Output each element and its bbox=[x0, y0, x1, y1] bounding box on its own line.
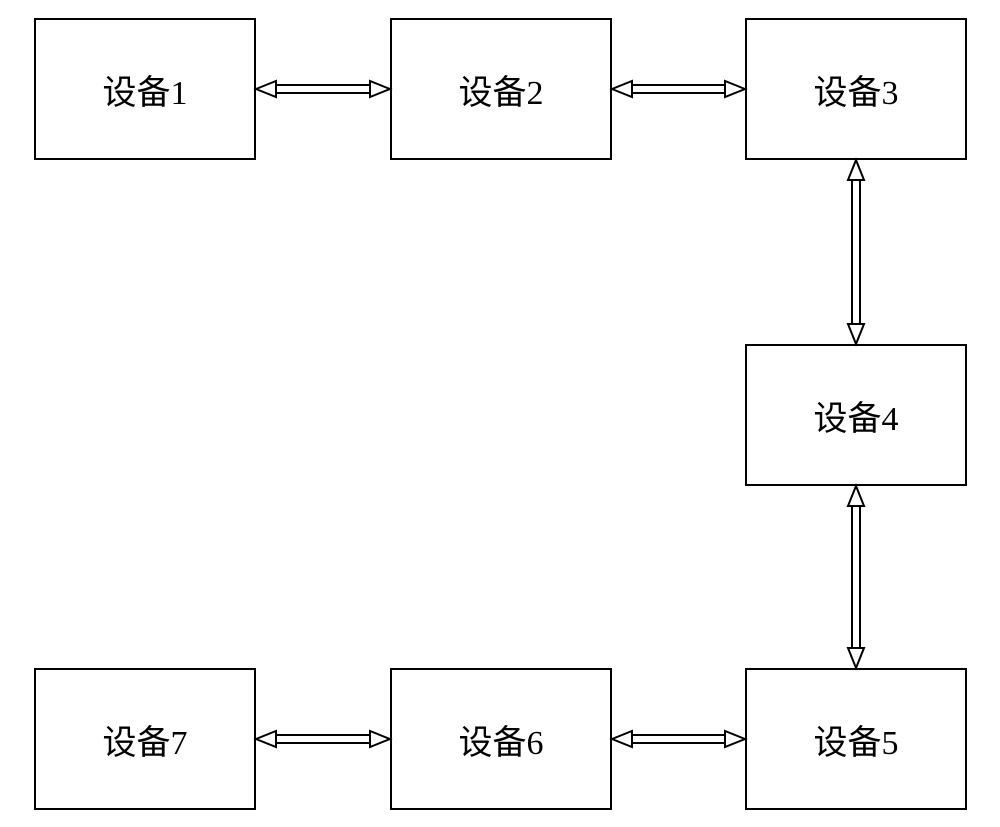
node-device-4: 设备4 bbox=[745, 344, 967, 486]
node-label: 设备4 bbox=[814, 391, 899, 440]
arrowhead-left-icon bbox=[256, 731, 276, 747]
edge-n4-n5 bbox=[844, 486, 868, 668]
node-label: 设备7 bbox=[103, 715, 188, 764]
node-device-1: 设备1 bbox=[34, 18, 256, 160]
edge-n5-n6 bbox=[612, 727, 745, 751]
arrowhead-right-icon bbox=[725, 731, 745, 747]
edge-n6-n7 bbox=[256, 727, 390, 751]
arrowhead-down-icon bbox=[848, 648, 864, 668]
node-label: 设备1 bbox=[103, 65, 188, 114]
arrowhead-up-icon bbox=[848, 160, 864, 180]
arrowhead-right-icon bbox=[370, 731, 390, 747]
edge-n1-n2 bbox=[256, 77, 390, 101]
arrowhead-left-icon bbox=[612, 731, 632, 747]
arrowhead-left-icon bbox=[612, 81, 632, 97]
arrowhead-down-icon bbox=[848, 324, 864, 344]
node-device-6: 设备6 bbox=[390, 668, 612, 810]
edge-n2-n3 bbox=[612, 77, 745, 101]
node-device-2: 设备2 bbox=[390, 18, 612, 160]
arrowhead-right-icon bbox=[370, 81, 390, 97]
node-label: 设备6 bbox=[459, 715, 544, 764]
arrowhead-up-icon bbox=[848, 486, 864, 506]
node-label: 设备3 bbox=[814, 65, 899, 114]
node-device-3: 设备3 bbox=[745, 18, 967, 160]
arrowhead-right-icon bbox=[725, 81, 745, 97]
edge-n3-n4 bbox=[844, 160, 868, 344]
node-label: 设备5 bbox=[814, 715, 899, 764]
node-label: 设备2 bbox=[459, 65, 544, 114]
arrowhead-left-icon bbox=[256, 81, 276, 97]
diagram-canvas: 设备1 设备2 设备3 设备4 设备5 设备6 设备7 bbox=[0, 0, 1000, 827]
node-device-7: 设备7 bbox=[34, 668, 256, 810]
node-device-5: 设备5 bbox=[745, 668, 967, 810]
